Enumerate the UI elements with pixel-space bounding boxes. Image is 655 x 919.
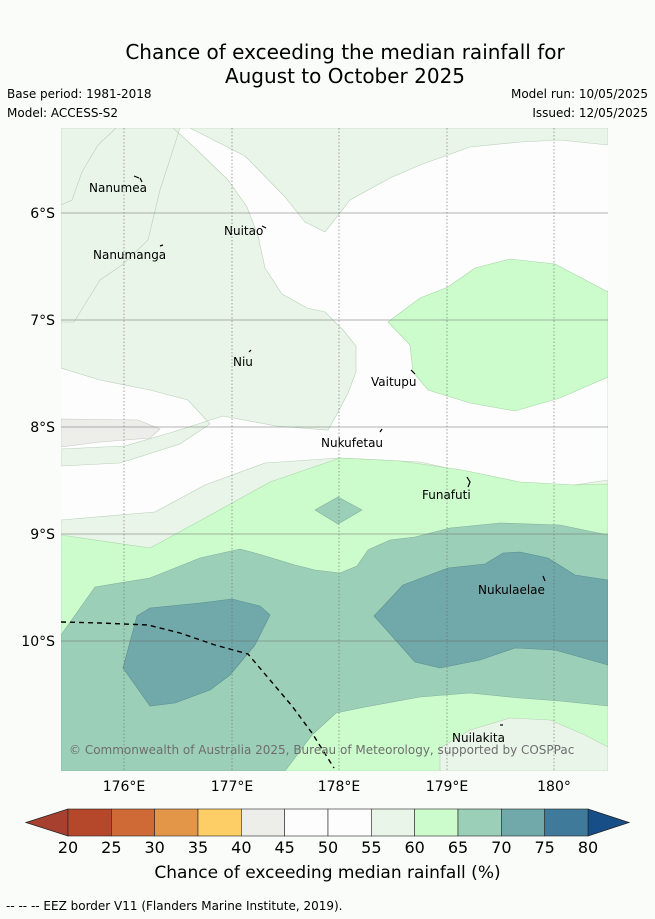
colorbar-segment: [67, 808, 112, 837]
lon-label-180: 180°: [537, 779, 571, 795]
place-nanumanga: Nanumanga: [93, 248, 166, 262]
zone-55-60-north: [61, 128, 608, 467]
colorbar-segment: [544, 808, 589, 837]
copyright-note: © Commonwealth of Australia 2025, Bureau…: [69, 743, 574, 757]
colorbar-segment: [371, 808, 415, 837]
colorbar-segment: [241, 808, 285, 837]
colorbar-tick-label: 50: [317, 838, 339, 857]
colorbar-tick-label: 70: [491, 838, 512, 857]
eez-border: [60, 621, 335, 769]
zone-70-75-east: [373, 551, 608, 669]
colorbar-tick-label: 35: [187, 838, 209, 857]
island-shapes: [133, 175, 546, 726]
colorbar-segment: [284, 808, 329, 837]
colorbar-tick-label: 20: [57, 838, 79, 857]
colorbar-segment: [501, 808, 545, 837]
colorbar: [24, 808, 631, 837]
colorbar-tick-label: 75: [534, 838, 555, 857]
lon-label-176e: 176°E: [103, 779, 146, 795]
colorbar-segment: [457, 808, 502, 837]
colorbar-high-arrow: [587, 808, 631, 837]
title-line-2: August to October 2025: [224, 64, 466, 88]
colorbar-tick-label: 80: [577, 838, 599, 857]
base-period: Base period: 1981-2018: [7, 87, 152, 101]
colorbar-segment: [111, 808, 155, 837]
place-funafuti: Funafuti: [422, 488, 471, 502]
place-niu: Niu: [233, 355, 253, 369]
place-nukulaelae: Nukulaelae: [478, 583, 545, 597]
colorbar-tick-label: 65: [447, 838, 469, 857]
model-run: Model run: 10/05/2025: [510, 87, 648, 101]
gridlines: [61, 128, 608, 771]
colorbar-tick-label: 60: [404, 838, 425, 857]
colorbar-tick-label: 55: [361, 838, 382, 857]
lat-label-9s: 9°S: [30, 527, 55, 543]
place-nukufetau: Nukufetau: [321, 436, 383, 450]
lat-label-10s: 10°S: [21, 634, 55, 650]
zone-55-60-southeast: [439, 717, 608, 771]
title-line-1: Chance of exceeding the median rainfall …: [125, 40, 565, 64]
lon-label-177e: 177°E: [211, 779, 254, 795]
lat-label-7s: 7°S: [30, 313, 55, 329]
lon-label-178e: 178°E: [318, 779, 361, 795]
place-nanumea: Nanumea: [89, 181, 147, 195]
place-vaitupu: Vaitupu: [371, 375, 417, 389]
contour-field: [61, 128, 608, 771]
latitude-labels: 6°S 7°S 8°S 9°S 10°S: [21, 206, 55, 650]
chart-title: Chance of exceeding the median rainfall …: [0, 40, 655, 88]
colorbar-segment: [327, 808, 372, 837]
zone-60-65-east: [387, 258, 608, 412]
colorbar-low-arrow: [24, 808, 69, 837]
zone-45-50: [61, 418, 161, 448]
lat-label-8s: 8°S: [30, 420, 55, 436]
colorbar-tick-label: 45: [274, 838, 295, 857]
place-nuilakita: Nuilakita: [452, 731, 505, 745]
zone-65-70-island: [314, 496, 363, 525]
eez-legend: -- -- -- EEZ border V11 (Flanders Marine…: [6, 899, 343, 913]
colorbar-segment: [197, 808, 242, 837]
colorbar-tick-label: 25: [101, 838, 122, 857]
place-labels: Nanumea Nuitao Nanumanga Niu Vaitupu Nuk…: [89, 181, 545, 745]
lon-label-179e: 179°E: [426, 779, 469, 795]
issued-date: Issued: 12/05/2025: [532, 106, 648, 120]
lat-label-6s: 6°S: [30, 206, 55, 222]
colorbar-segment: [414, 808, 459, 837]
longitude-labels: 176°E 177°E 178°E 179°E 180°: [103, 779, 571, 795]
zone-70-75-west: [122, 598, 271, 707]
colorbar-tick-label: 30: [144, 838, 165, 857]
model-name: Model: ACCESS-S2: [7, 106, 119, 120]
colorbar-tick-label: 40: [231, 838, 252, 857]
colorbar-segment: [154, 808, 199, 837]
colorbar-title: Chance of exceeding median rainfall (%): [154, 863, 501, 883]
place-nuitao: Nuitao: [224, 224, 263, 238]
